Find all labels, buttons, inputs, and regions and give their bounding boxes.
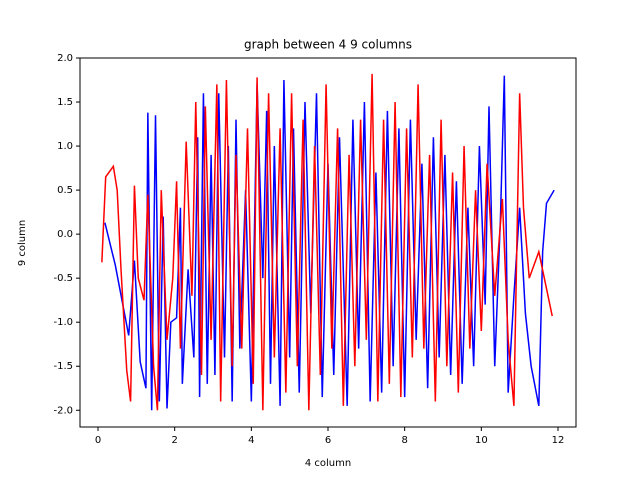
x-tick-label: 6 [325,435,331,446]
y-tick-label: -0.5 [53,273,73,284]
y-tick-label: -2.0 [53,405,73,416]
x-tick-label: 0 [95,435,101,446]
chart-title: graph between 4 9 columns [244,38,412,52]
y-tick-label: 0.5 [57,185,73,196]
y-tick-label: -1.0 [53,317,73,328]
y-tick-label: 0.0 [57,229,73,240]
y-tick-label: 2.0 [57,53,73,64]
x-tick-label: 12 [552,435,565,446]
x-tick-label: 2 [171,435,177,446]
x-tick-label: 8 [401,435,407,446]
x-tick-label: 10 [475,435,488,446]
y-tick-label: -1.5 [53,361,73,372]
x-axis-label: 4 column [305,458,351,469]
data-line [101,73,553,411]
y-tick-label: 1.0 [57,141,73,152]
y-axis-label: 9 column [17,220,28,266]
plot-area [101,73,555,411]
x-tick-label: 4 [248,435,254,446]
y-tick-label: 1.5 [57,97,73,108]
